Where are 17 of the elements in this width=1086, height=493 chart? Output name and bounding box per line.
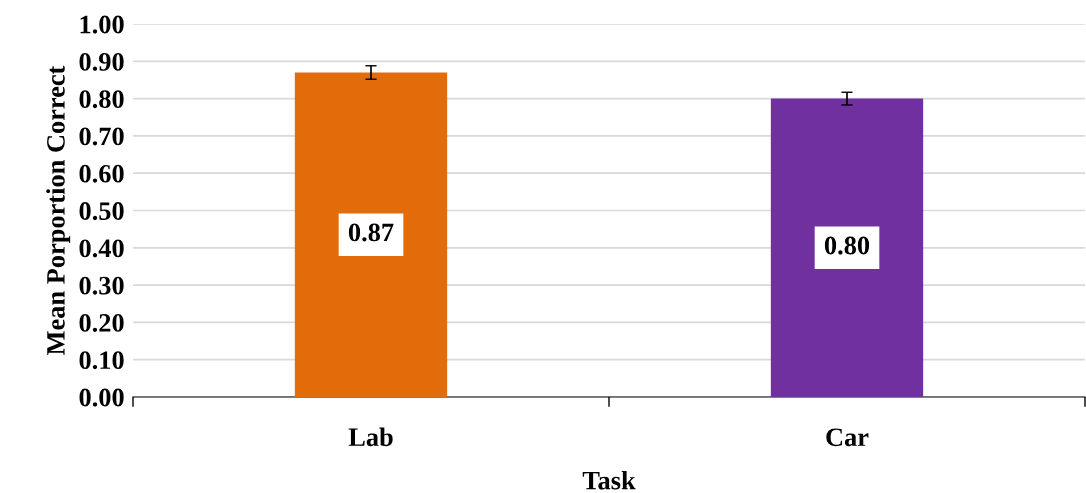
x-axis-title: Task: [582, 470, 636, 490]
y-axis-title: Mean Porportion Correct: [46, 65, 71, 355]
x-tick-label: Car: [826, 428, 869, 447]
y-tick-label: 0.80: [79, 90, 124, 109]
data-label: 0.80: [824, 236, 870, 255]
y-tick-label: 1.00: [80, 15, 124, 34]
y-tick-label: 0.20: [79, 314, 124, 332]
y-tick-label: 0.30: [79, 276, 124, 295]
y-tick-label: 0.90: [79, 52, 124, 71]
y-tick-label: 0.60: [79, 164, 124, 183]
y-tick-label: 0.00: [79, 388, 124, 407]
y-tick-label: 0.10: [79, 351, 124, 370]
x-tick-label: Lab: [348, 427, 393, 447]
y-tick-label: 0.50: [79, 202, 124, 221]
data-label: 0.87: [348, 223, 394, 242]
y-tick-label: 0.40: [79, 239, 124, 258]
y-tick-label: 0.70: [79, 127, 124, 146]
